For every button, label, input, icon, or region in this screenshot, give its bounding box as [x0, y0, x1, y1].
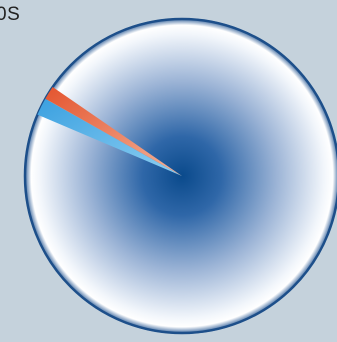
pie-slice-1 [37, 98, 183, 176]
pie-slices [37, 87, 183, 176]
pie-disc [24, 18, 337, 334]
pie-slice-2 [45, 87, 182, 176]
pie-rim [23, 17, 337, 335]
chart-label-partial: 0S [0, 4, 21, 25]
